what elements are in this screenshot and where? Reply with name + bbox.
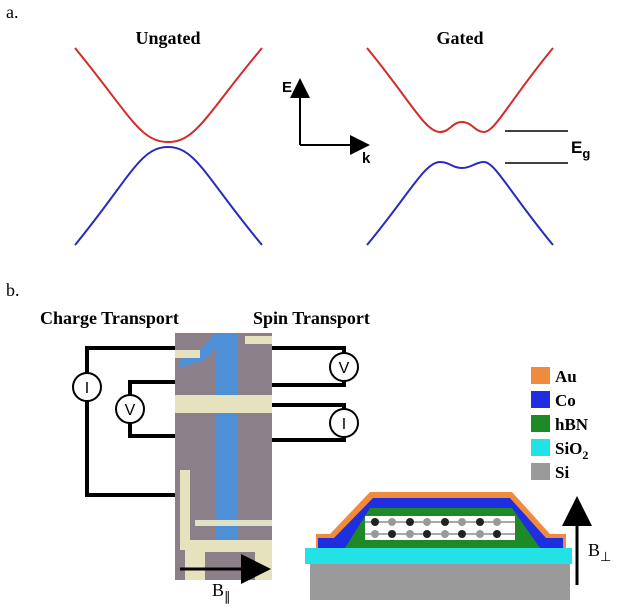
legend-label: Au <box>555 367 577 386</box>
valence-band <box>74 145 263 246</box>
conduction-band <box>366 47 554 134</box>
panel-title: Ungated <box>135 28 200 48</box>
axis-label: k <box>362 150 371 167</box>
text-part: SiO <box>555 439 582 458</box>
text-part: Au <box>555 367 577 386</box>
legend-label: hBN <box>555 415 589 434</box>
text-part: E <box>571 138 582 157</box>
text-part: ∥ <box>224 589 231 604</box>
text-part: B <box>588 540 600 560</box>
section-title: Charge Transport <box>40 308 179 328</box>
text-part: 2 <box>582 448 588 462</box>
field-label: B⊥ <box>588 540 611 564</box>
meter <box>329 408 359 438</box>
meter-label: I <box>342 416 346 433</box>
panel-title: Gated <box>437 28 484 48</box>
valence-band <box>366 160 554 246</box>
legend-label: Co <box>555 391 576 410</box>
meter-label: I <box>85 380 89 397</box>
panel-label: a. <box>6 2 19 22</box>
meter <box>115 394 145 424</box>
text-part: ⊥ <box>600 549 611 564</box>
field-label: B∥ <box>212 580 231 604</box>
text-part: B <box>212 580 224 600</box>
legend <box>531 367 550 480</box>
wire <box>85 346 175 497</box>
axis-label: E <box>282 79 292 96</box>
legend-label: Si <box>555 463 569 482</box>
text-part: Si <box>555 463 569 482</box>
legend-label: SiO2 <box>555 439 588 462</box>
gap-label: Eg <box>571 138 590 161</box>
panel-label: b. <box>6 280 20 300</box>
section-title: Spin Transport <box>253 308 370 328</box>
text-part: g <box>582 146 590 161</box>
text-part: hBN <box>555 415 589 434</box>
conduction-band <box>74 47 263 144</box>
device-stack <box>305 492 572 600</box>
micrograph <box>175 333 272 580</box>
text-part: Co <box>555 391 576 410</box>
meter <box>72 372 102 402</box>
meter <box>329 352 359 382</box>
meter-label: V <box>339 360 350 377</box>
meter-label: V <box>125 402 136 419</box>
